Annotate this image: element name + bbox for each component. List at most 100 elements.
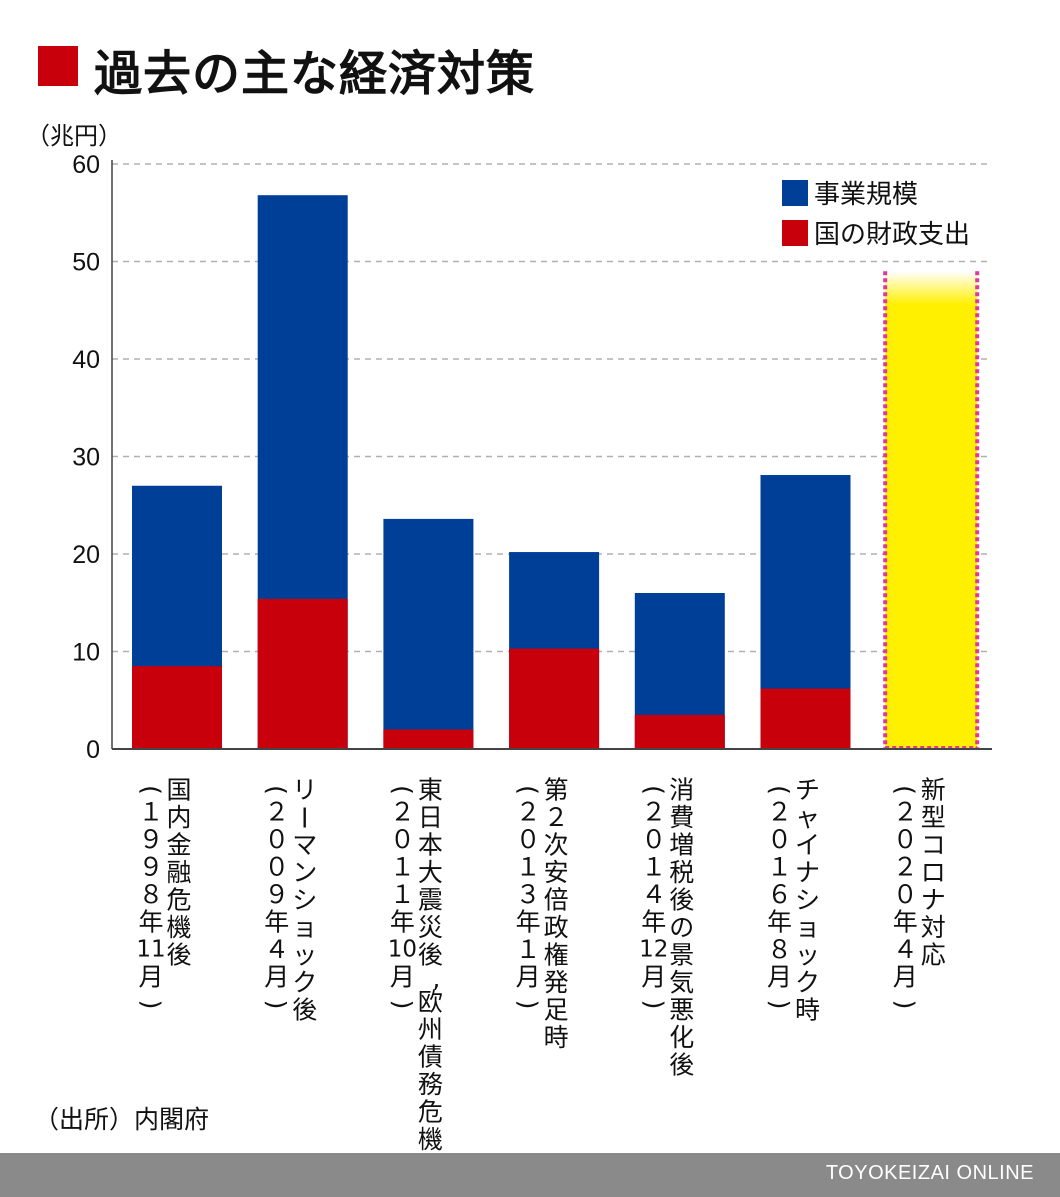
- category-char: ナ: [921, 886, 946, 915]
- category-char: 危: [418, 1097, 443, 1126]
- category-char: ４: [893, 935, 918, 964]
- category-char: ６: [767, 880, 792, 909]
- category-char: １: [767, 853, 792, 882]
- category-char: 融: [166, 858, 191, 887]
- category-char: 税: [669, 858, 694, 887]
- source-note: （出所）内閣府: [34, 1105, 210, 1134]
- category-char: １: [390, 853, 415, 882]
- category-char: チ: [795, 776, 820, 805]
- footer-bar: TOYOKEIZAI ONLINE: [0, 1153, 1060, 1197]
- footer-brand: TOYOKEIZAI ONLINE: [825, 1162, 1034, 1184]
- category-char: 気: [669, 968, 694, 997]
- category-char: 10: [388, 937, 417, 963]
- category-char: 第: [544, 776, 569, 805]
- category-char: ): [765, 1000, 794, 1010]
- category-char: ): [514, 1000, 543, 1010]
- category-char: 機: [166, 913, 191, 942]
- y-tick-label: 20: [72, 541, 100, 569]
- category-char: 後: [669, 886, 694, 915]
- category-char: 月: [516, 963, 541, 992]
- category-char: 11: [136, 937, 165, 963]
- category-char: ２: [516, 798, 541, 827]
- category-char: ッ: [795, 941, 820, 970]
- bar-国の財政支出: [132, 666, 222, 749]
- axes: （兆円） 0 10 20 30 40 50 60: [26, 122, 992, 764]
- bar-国の財政支出: [509, 648, 600, 749]
- category-char: 務: [418, 1070, 443, 1099]
- category-char: 政: [544, 913, 569, 942]
- category-char: ２: [544, 803, 569, 832]
- category-char: 年: [390, 908, 415, 937]
- title-marker: [38, 46, 78, 86]
- y-tick-label: 40: [72, 346, 100, 374]
- category-char: (: [262, 785, 291, 795]
- category-char: ッ: [292, 941, 317, 970]
- category-char: 東: [418, 776, 443, 805]
- category-char: 足: [544, 996, 569, 1025]
- category-char: ク: [292, 968, 317, 997]
- category-char: 増: [669, 831, 694, 860]
- category-char: ,: [432, 964, 440, 993]
- legend-swatch: [782, 220, 808, 246]
- category-char: 内: [166, 803, 191, 832]
- category-char: (: [388, 785, 417, 795]
- category-char: 化: [669, 1023, 694, 1052]
- category-char: １: [390, 880, 415, 909]
- category-char: 年: [516, 908, 541, 937]
- category-char: 月: [893, 963, 918, 992]
- category-char: ２: [390, 798, 415, 827]
- category-char: シ: [292, 886, 317, 915]
- category-char: 応: [921, 941, 946, 970]
- category-char: ４: [264, 935, 289, 964]
- category-char: 後: [669, 1051, 694, 1080]
- chart-title: 過去の主な経済対策: [94, 46, 536, 102]
- category-char: ２: [641, 798, 666, 827]
- category-char: 危: [166, 886, 191, 915]
- y-tick-label: 0: [86, 736, 100, 764]
- category-char: ０: [390, 825, 415, 854]
- category-char: ０: [641, 825, 666, 854]
- category-char: ８: [138, 880, 163, 909]
- category-char: 後: [418, 941, 443, 970]
- category-char: 時: [544, 1023, 569, 1052]
- bar-国の財政支出: [760, 688, 851, 749]
- category-char: ３: [516, 880, 541, 909]
- category-char: ２: [893, 798, 918, 827]
- category-char: １: [516, 853, 541, 882]
- category-char: 債: [418, 1042, 443, 1071]
- category-char: 国: [166, 776, 191, 805]
- category-char: 州: [418, 1015, 443, 1044]
- category-char: 大: [418, 858, 443, 887]
- category-char: シ: [795, 886, 820, 915]
- category-char: 欧: [418, 987, 443, 1016]
- category-char: 災: [418, 913, 443, 942]
- category-char: 金: [166, 831, 191, 860]
- category-char: 後: [292, 996, 317, 1025]
- category-char: (: [514, 785, 543, 795]
- category-char: 型: [921, 803, 946, 832]
- bar-国の財政支出: [257, 598, 348, 749]
- category-char: 費: [669, 803, 694, 832]
- category-char: 年: [264, 908, 289, 937]
- category-char: ク: [795, 968, 820, 997]
- category-char: イ: [795, 831, 820, 860]
- category-char: 権: [544, 941, 569, 970]
- category-char: 月: [641, 963, 666, 992]
- category-char: ９: [264, 880, 289, 909]
- category-char: ): [262, 1000, 291, 1010]
- category-char: 新: [921, 776, 946, 805]
- category-char: 発: [544, 968, 569, 997]
- category-char: (: [891, 785, 920, 795]
- category-char: (: [765, 785, 794, 795]
- highlight-bar: [885, 271, 978, 749]
- legend-swatch: [782, 180, 808, 206]
